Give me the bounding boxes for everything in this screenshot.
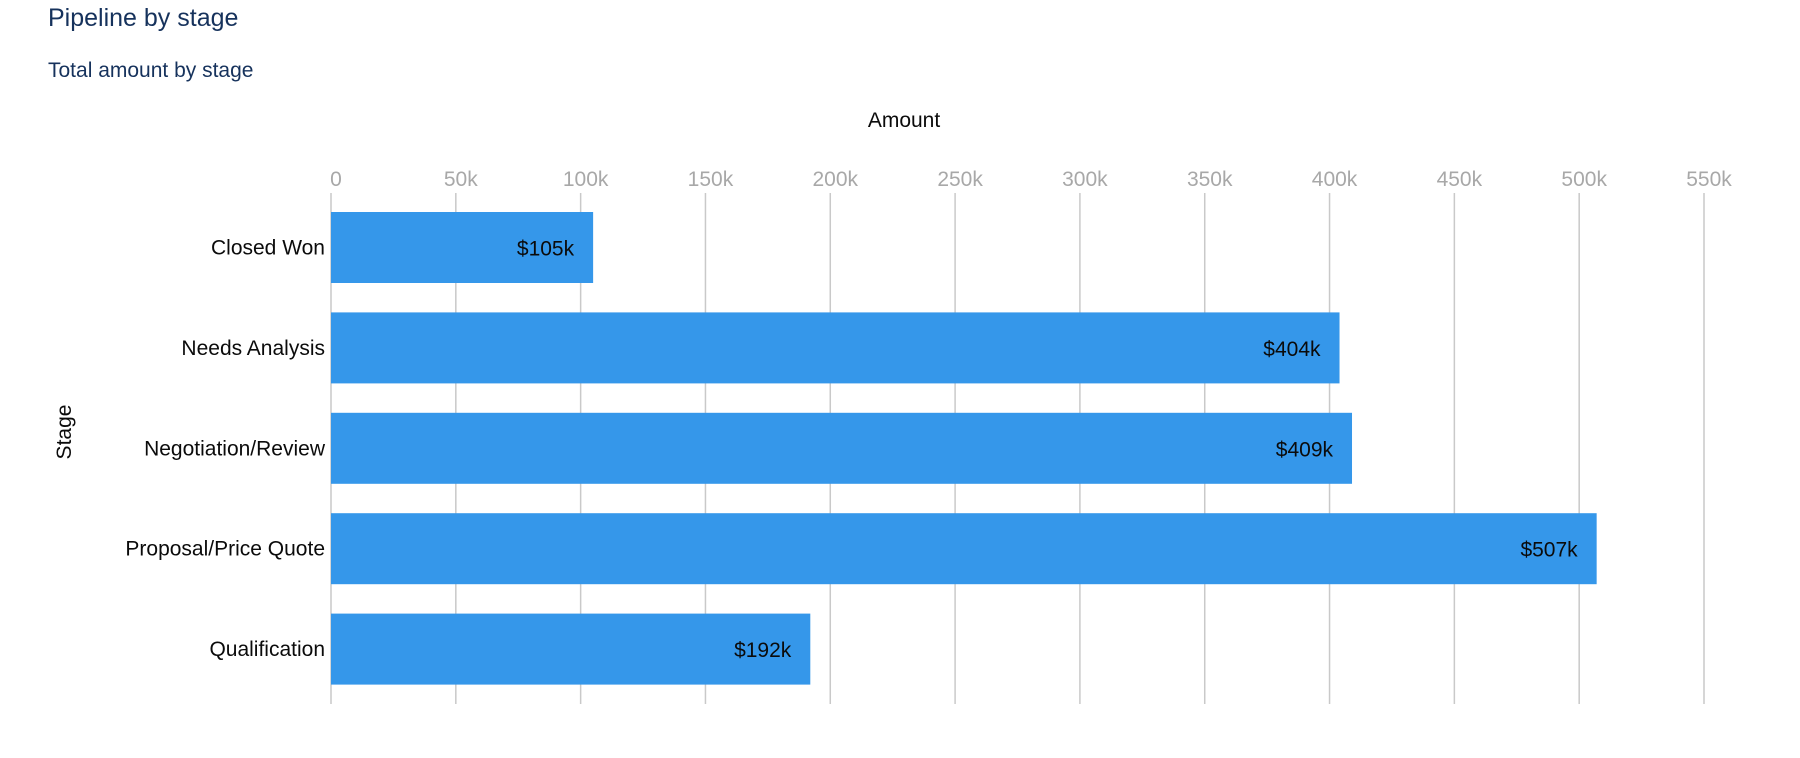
bar-data-label: $507k [1520,539,1578,562]
bar[interactable] [331,412,1353,484]
bar[interactable] [331,613,811,685]
x-tick-label: 300k [1062,168,1108,191]
bar[interactable] [331,212,594,283]
y-axis-title: Stage [53,405,76,460]
y-category-label: Needs Analysis [181,337,325,360]
x-tick-label: 450k [1437,168,1483,191]
bar[interactable] [331,312,1340,384]
bar[interactable] [331,513,1597,585]
x-tick-label: 500k [1561,168,1607,191]
y-category-label: Closed Won [211,237,325,260]
x-tick-label: 200k [812,168,858,191]
y-category-label: Qualification [209,638,325,661]
bar-data-label: $105k [517,238,575,261]
bars [331,212,1597,685]
labels: 0 50k 100k 150k 200k 250k 300k 350k 400k 450k 500k… [125,168,1732,662]
y-category-label: Proposal/Price Quote [125,538,325,561]
x-tick-label: 350k [1187,168,1233,191]
x-tick-label: 0 [330,168,342,191]
x-tick-label: 400k [1312,168,1358,191]
x-tick-label: 550k [1686,168,1732,191]
bar-data-label: $192k [734,639,792,662]
x-tick-label: 150k [688,168,734,191]
x-tick-label: 100k [563,168,609,191]
y-category-label: Negotiation/Review [144,437,326,460]
x-tick-label: 50k [444,168,478,191]
chart-subtitle: Total amount by stage [48,59,254,82]
x-tick-label: 250k [937,168,983,191]
bar-data-label: $409k [1276,438,1334,461]
x-axis-title: Amount [868,109,941,132]
chart-title: Pipeline by stage [48,4,239,32]
bar-data-label: $404k [1263,338,1321,361]
